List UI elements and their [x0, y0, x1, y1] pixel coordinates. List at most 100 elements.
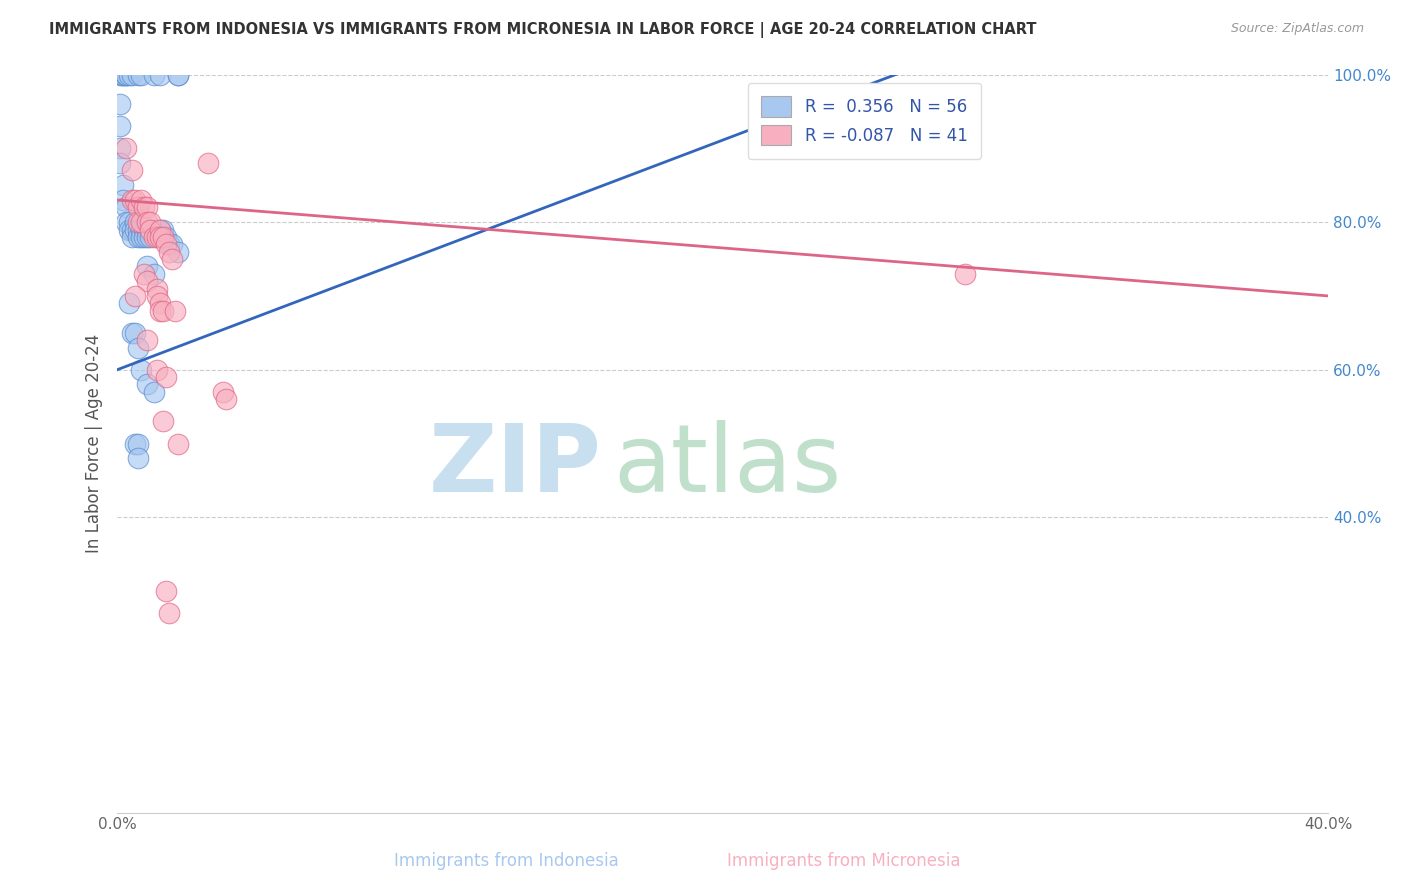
Point: [115, 215, 138, 229]
Point: [152, 222, 174, 236]
Point: [166, 68, 188, 82]
Point: [127, 215, 149, 229]
Point: [148, 303, 170, 318]
Point: [142, 384, 165, 399]
Point: [136, 222, 159, 236]
Point: [212, 384, 235, 399]
Point: [145, 281, 167, 295]
Legend: R =  0.356   N = 56, R = -0.087   N = 41: R = 0.356 N = 56, R = -0.087 N = 41: [748, 83, 981, 159]
Point: [145, 230, 167, 244]
Point: [112, 178, 135, 193]
Point: [166, 436, 188, 450]
Point: [110, 68, 132, 82]
Point: [142, 68, 165, 82]
Point: [142, 222, 165, 236]
Point: [148, 230, 170, 244]
Point: [148, 222, 170, 236]
Point: [134, 222, 156, 236]
Point: [118, 68, 141, 82]
Point: [155, 584, 177, 599]
Point: [152, 414, 174, 428]
Point: [118, 215, 141, 229]
Point: [152, 230, 174, 244]
Point: [155, 370, 177, 384]
Point: [145, 222, 167, 236]
Point: [127, 200, 149, 214]
Point: [110, 141, 132, 155]
Point: [124, 326, 146, 340]
Point: [121, 326, 143, 340]
Point: [134, 200, 156, 214]
Text: Source: ZipAtlas.com: Source: ZipAtlas.com: [1230, 22, 1364, 36]
Point: [118, 296, 141, 310]
Point: [136, 200, 159, 214]
Point: [121, 193, 143, 207]
Point: [163, 303, 186, 318]
Point: [142, 230, 165, 244]
Point: [115, 68, 138, 82]
Point: [136, 215, 159, 229]
Point: [115, 200, 138, 214]
Point: [160, 252, 183, 266]
Point: [134, 267, 156, 281]
Point: [139, 215, 162, 229]
Y-axis label: In Labor Force | Age 20-24: In Labor Force | Age 20-24: [86, 334, 103, 553]
Point: [136, 274, 159, 288]
Point: [148, 68, 170, 82]
Point: [155, 237, 177, 252]
Point: [160, 237, 183, 252]
Point: [112, 68, 135, 82]
Point: [124, 222, 146, 236]
Point: [157, 244, 180, 259]
Point: [112, 193, 135, 207]
Point: [127, 451, 149, 466]
Point: [215, 392, 238, 407]
Point: [134, 230, 156, 244]
Text: Immigrants from Micronesia: Immigrants from Micronesia: [727, 852, 960, 870]
Point: [127, 68, 149, 82]
Point: [157, 607, 180, 621]
Point: [131, 68, 153, 82]
Point: [197, 156, 219, 170]
Point: [115, 68, 138, 82]
Text: atlas: atlas: [613, 419, 842, 512]
Point: [145, 362, 167, 376]
Text: IMMIGRANTS FROM INDONESIA VS IMMIGRANTS FROM MICRONESIA IN LABOR FORCE | AGE 20-: IMMIGRANTS FROM INDONESIA VS IMMIGRANTS …: [49, 22, 1036, 38]
Point: [124, 436, 146, 450]
Point: [139, 230, 162, 244]
Point: [136, 230, 159, 244]
Point: [148, 296, 170, 310]
Point: [110, 156, 132, 170]
Point: [157, 237, 180, 252]
Point: [131, 215, 153, 229]
Point: [127, 436, 149, 450]
Point: [145, 289, 167, 303]
Point: [136, 333, 159, 347]
Point: [110, 119, 132, 133]
Point: [166, 68, 188, 82]
Point: [121, 230, 143, 244]
Point: [127, 222, 149, 236]
Point: [131, 230, 153, 244]
Point: [139, 222, 162, 236]
Point: [118, 222, 141, 236]
Point: [112, 68, 135, 82]
Point: [127, 230, 149, 244]
Point: [155, 230, 177, 244]
Point: [110, 97, 132, 112]
Point: [136, 260, 159, 274]
Point: [953, 267, 976, 281]
Point: [152, 303, 174, 318]
Text: Immigrants from Indonesia: Immigrants from Indonesia: [394, 852, 619, 870]
Point: [148, 222, 170, 236]
Point: [136, 377, 159, 392]
Point: [121, 68, 143, 82]
Point: [115, 141, 138, 155]
Text: ZIP: ZIP: [429, 419, 602, 512]
Point: [121, 163, 143, 178]
Point: [166, 244, 188, 259]
Point: [131, 222, 153, 236]
Point: [124, 289, 146, 303]
Point: [124, 193, 146, 207]
Point: [124, 215, 146, 229]
